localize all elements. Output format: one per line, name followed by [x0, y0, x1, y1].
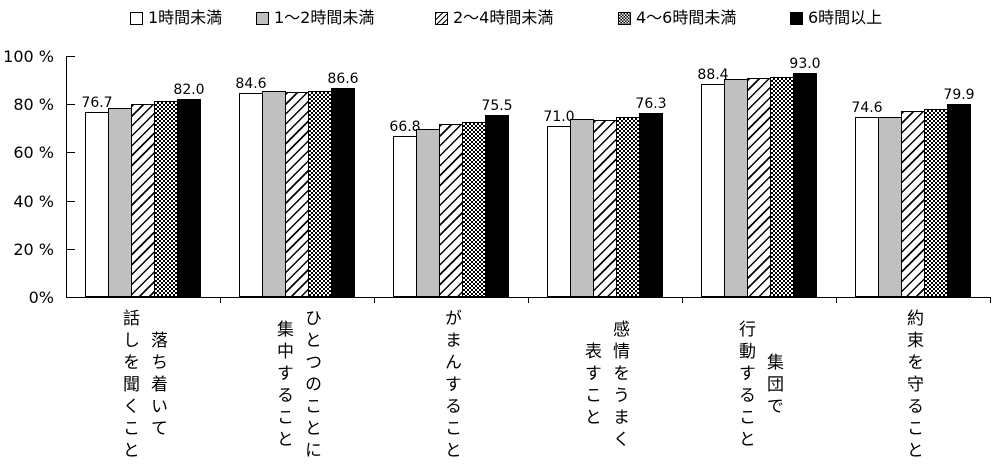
x-tick: [220, 298, 221, 303]
x-tick: [528, 298, 529, 303]
bar-value-label: 75.5: [481, 98, 513, 114]
bar-hatch: [131, 104, 155, 297]
bar-gray: [416, 129, 440, 297]
bar-hatch: [901, 111, 925, 297]
x-axis-line: [66, 297, 991, 298]
y-tick-label: 100 %: [3, 47, 54, 66]
legend-item: 2〜4時間未満: [435, 8, 553, 28]
category-label: 落ち着いて 話しを聞くこと: [95, 304, 191, 472]
bar-white: 76.7: [81, 96, 113, 297]
category-label: 感情をうまく 表すこと: [557, 304, 653, 472]
bar-gray: [878, 117, 902, 297]
category-label: 集団で 行動すること: [711, 304, 807, 472]
legend-swatch-checker: [618, 11, 631, 25]
bar-black: 79.9: [943, 88, 975, 297]
y-tick: [67, 249, 75, 250]
bar-group: 74.6 79.9: [836, 56, 990, 297]
legend-swatch-hatch: [435, 11, 448, 25]
category-label-text: がまんすること: [441, 309, 461, 463]
category-label-text: 集団で 行動すること: [735, 320, 783, 452]
bar-value-label: 79.9: [943, 87, 975, 103]
bar-hatch: [285, 92, 309, 297]
legend-label: 1〜2時間未満: [274, 8, 375, 27]
y-tick: [67, 152, 75, 153]
bar-value-label: 86.6: [327, 71, 359, 87]
legend-item: 6時間以上: [790, 8, 882, 28]
category-label: 約束を守ること: [865, 304, 961, 472]
y-tick: [67, 56, 75, 57]
legend-label: 2〜4時間未満: [453, 8, 554, 27]
x-tick: [682, 298, 683, 303]
legend-label: 4〜6時間未満: [636, 8, 737, 27]
x-tick: [836, 298, 837, 303]
y-tick: [67, 104, 75, 105]
x-tick: [374, 298, 375, 303]
bar-checker: [924, 109, 948, 297]
category-label-text: 感情をうまく 表すこと: [581, 320, 629, 452]
bar-black: 93.0: [789, 57, 821, 297]
bar-checker: [770, 77, 794, 297]
category-label-text: 約束を守ること: [903, 309, 923, 463]
legend-item: 1時間未満: [130, 8, 222, 28]
bar-value-label: 93.0: [789, 56, 821, 72]
y-tick-label: 40 %: [13, 192, 54, 211]
category-label-text: 落ち着いて 話しを聞くこと: [119, 309, 167, 463]
bar-value-label: 88.4: [697, 67, 729, 83]
x-tick: [990, 298, 991, 303]
bar-value-label: 84.6: [235, 76, 267, 92]
bar-checker: [462, 122, 486, 297]
bar-white: 88.4: [697, 68, 729, 297]
legend-swatch-gray: [256, 11, 269, 25]
bar-group: 76.7 82.0: [66, 56, 220, 297]
y-tick-label: 20 %: [13, 240, 54, 259]
bar-gray: [570, 119, 594, 297]
legend-label: 1時間未満: [148, 8, 223, 27]
bar-value-label: 76.3: [635, 96, 667, 112]
bar-gray: [262, 91, 286, 297]
bar-value-label: 74.6: [851, 100, 883, 116]
bar-gray: [724, 79, 748, 297]
bar-black: 82.0: [173, 83, 205, 297]
bar-value-label: 71.0: [543, 109, 575, 125]
bar-hatch: [593, 120, 617, 297]
legend-item: 4〜6時間未満: [618, 8, 736, 28]
bar-group: 88.4 93.0: [682, 56, 836, 297]
legend-swatch-black: [790, 11, 803, 25]
y-tick-label: 60 %: [13, 143, 54, 162]
bar-value-label: 82.0: [173, 82, 205, 98]
bar-group: 84.6 86.6: [220, 56, 374, 297]
bar-group: 66.8 75.5: [374, 56, 528, 297]
bar-black: 75.5: [481, 99, 513, 297]
bar-white: 74.6: [851, 101, 883, 297]
bar-value-label: 76.7: [81, 95, 113, 111]
legend-label: 6時間以上: [808, 8, 883, 27]
bar-value-label: 66.8: [389, 119, 421, 135]
bar-hatch: [747, 78, 771, 297]
bar-black: 86.6: [327, 72, 359, 297]
legend-item: 1〜2時間未満: [256, 8, 374, 28]
bar-white: 66.8: [389, 120, 421, 297]
plot-area: 76.7 82.0 84.6 86.6 66.8 75.5 71.0 76.3 88.4 93.0…: [66, 56, 990, 297]
bar-group: 71.0 76.3: [528, 56, 682, 297]
bar-hatch: [439, 124, 463, 297]
bar-checker: [154, 101, 178, 297]
y-tick: [67, 201, 75, 202]
bar-gray: [108, 108, 132, 297]
y-axis-line: [66, 56, 67, 298]
bar-checker: [308, 91, 332, 297]
bar-black: 76.3: [635, 97, 667, 297]
bar-checker: [616, 117, 640, 297]
category-label: ひとつのことに 集中すること: [249, 304, 345, 472]
bar-white: 71.0: [543, 110, 575, 297]
bar-white: 84.6: [235, 77, 267, 297]
y-tick-label: 80 %: [13, 95, 54, 114]
category-label: がまんすること: [403, 304, 499, 472]
category-label-text: ひとつのことに 集中すること: [273, 309, 321, 463]
y-tick-label: 0%: [28, 288, 54, 307]
legend-swatch-white: [130, 11, 143, 25]
